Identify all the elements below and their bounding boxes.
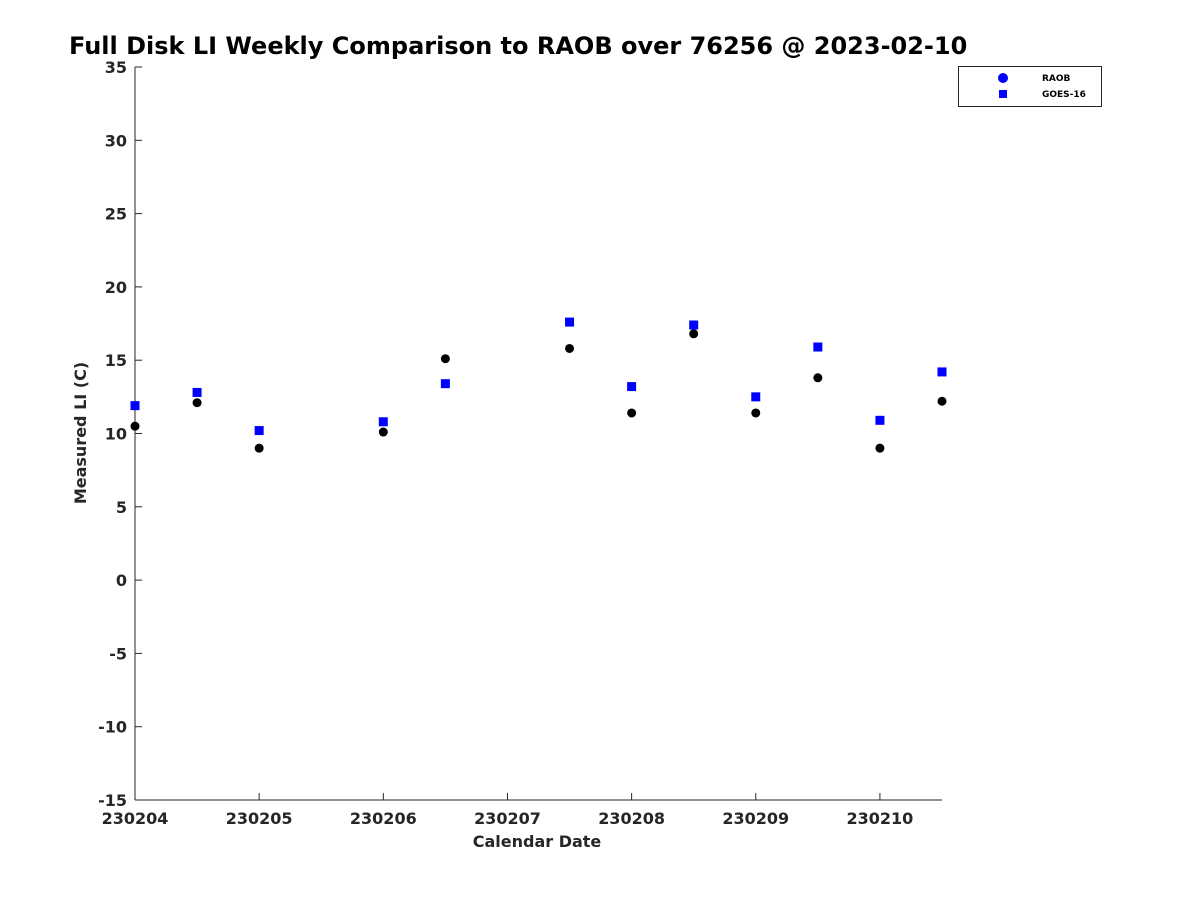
- point-raob: [440, 354, 450, 364]
- point-goes-16: [440, 379, 450, 389]
- point-raob: [813, 373, 823, 383]
- point-goes-16: [378, 417, 388, 427]
- x-tick-label: 230207: [474, 809, 541, 828]
- x-tick-label: 230206: [350, 809, 417, 828]
- point-goes-16: [875, 415, 885, 425]
- data-points: [130, 317, 947, 453]
- y-ticks: -15 -10 -5 0 5 10 15 20 25 30 35: [98, 58, 142, 810]
- point-goes-16: [130, 401, 140, 411]
- y-tick-label: 20: [105, 278, 127, 297]
- point-raob: [378, 427, 388, 437]
- point-goes-16: [192, 387, 202, 397]
- point-goes-16: [565, 317, 575, 327]
- point-raob: [565, 343, 575, 353]
- y-tick-label: 30: [105, 131, 127, 150]
- legend-label-raob: RAOB: [1042, 74, 1071, 84]
- x-tick-label: 230205: [226, 809, 293, 828]
- legend-box: [958, 66, 1102, 107]
- x-tick-label: 230210: [847, 809, 914, 828]
- x-tick-label: 230204: [102, 809, 169, 828]
- y-tick-label: -10: [98, 718, 127, 737]
- y-tick-label: 15: [105, 351, 127, 370]
- y-tick-label: 0: [116, 571, 127, 590]
- point-raob: [751, 408, 761, 418]
- point-goes-16: [627, 382, 637, 392]
- point-raob: [627, 408, 637, 418]
- legend: RAOB GOES-16: [958, 66, 1102, 107]
- point-raob: [689, 329, 699, 339]
- legend-marker-raob: [998, 73, 1008, 83]
- y-tick-label: 5: [116, 498, 127, 517]
- point-raob: [130, 421, 140, 431]
- point-goes-16: [254, 426, 264, 436]
- x-tick-label: 230209: [722, 809, 789, 828]
- point-raob: [254, 443, 264, 453]
- y-axis-label: Measured LI (C): [71, 362, 90, 504]
- point-raob: [937, 396, 947, 406]
- chart-title: Full Disk LI Weekly Comparison to RAOB o…: [69, 32, 967, 60]
- point-goes-16: [751, 392, 761, 402]
- y-tick-label: 10: [105, 425, 127, 444]
- point-raob: [192, 398, 202, 408]
- x-tick-label: 230208: [598, 809, 665, 828]
- legend-marker-goes-16: [999, 90, 1007, 98]
- y-tick-label: -15: [98, 791, 127, 810]
- point-goes-16: [689, 320, 699, 330]
- x-ticks: 230204 230205 230206 230207 230208 230209 2302…: [102, 793, 914, 828]
- legend-label-goes-16: GOES-16: [1042, 90, 1086, 100]
- y-tick-label: 25: [105, 205, 127, 224]
- y-tick-label: -5: [109, 644, 127, 663]
- x-axis-label: Calendar Date: [473, 832, 602, 851]
- point-raob: [875, 443, 885, 453]
- point-goes-16: [937, 367, 947, 377]
- y-tick-label: 35: [105, 58, 127, 77]
- point-goes-16: [813, 342, 823, 352]
